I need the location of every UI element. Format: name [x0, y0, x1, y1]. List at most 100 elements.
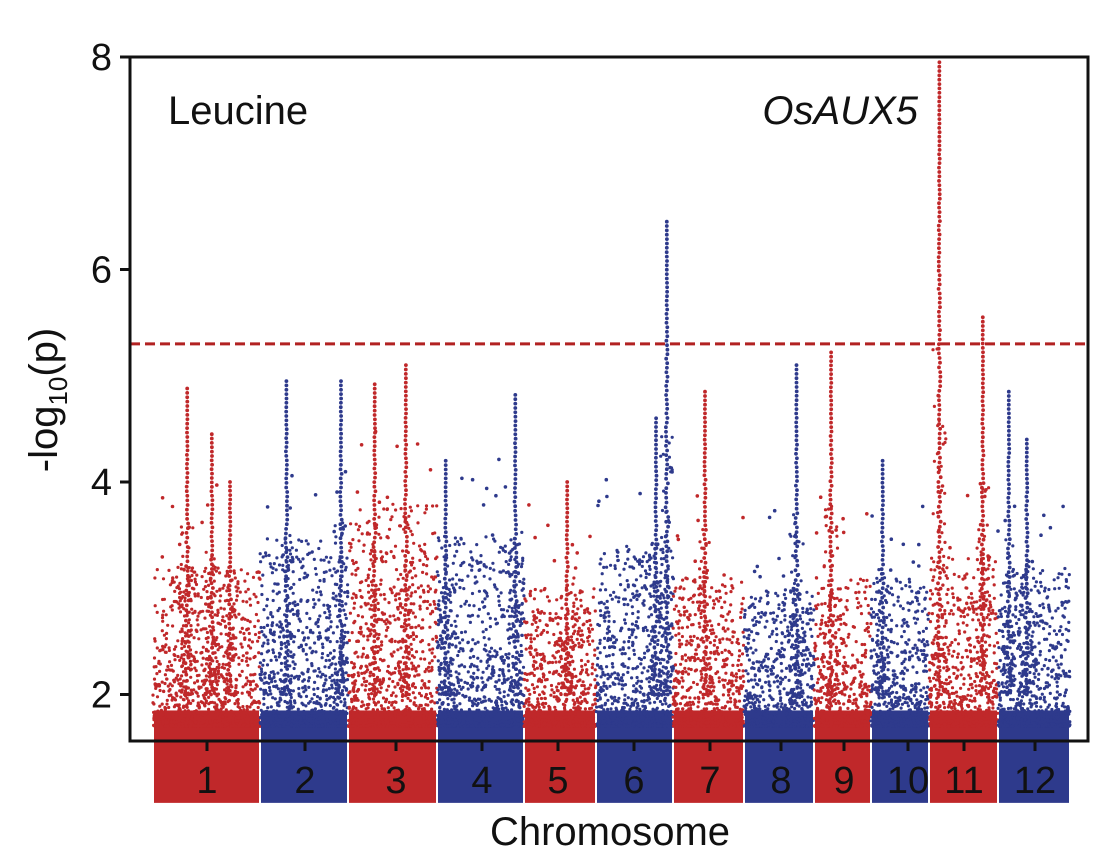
snp-point-chr3: [376, 712, 380, 717]
snp-point-chr3: [372, 498, 376, 503]
snp-point-chr3: [372, 408, 377, 413]
snp-point-chr1: [224, 624, 228, 628]
snp-point-chr5: [569, 591, 573, 595]
snp-point-chr5: [575, 612, 579, 616]
snp-point-chr3: [403, 367, 408, 372]
snp-point-chr3: [411, 664, 415, 668]
snp-point-chr2: [335, 640, 339, 644]
snp-point-chr1: [210, 485, 214, 489]
snp-point-chr3: [364, 664, 368, 668]
snp-point-chr4: [488, 625, 492, 629]
snp-point-chr1: [185, 512, 190, 517]
snp-point-chr4: [512, 722, 517, 726]
snp-point-chr4: [492, 568, 496, 572]
snp-point-chr2: [338, 655, 342, 660]
snp-point-chr4: [488, 566, 492, 571]
snp-point-chr2: [289, 710, 293, 714]
snp-point-chr2: [339, 458, 343, 463]
snp-point-chr1: [222, 619, 226, 623]
snp-point-chr1: [232, 602, 236, 606]
snp-point-chr4: [521, 587, 525, 591]
snp-point-chr5: [555, 598, 559, 602]
snp-point-chr1: [167, 646, 171, 650]
snp-point-chr1: [222, 583, 226, 588]
snp-point-chr3: [398, 639, 402, 643]
snp-point-chr2: [296, 677, 301, 681]
snp-point-chr4: [483, 699, 487, 703]
snp-point-chr5: [563, 708, 567, 712]
snp-point-chr4: [475, 665, 479, 669]
snp-point-chr5: [525, 698, 529, 702]
snp-point-chr1: [223, 680, 227, 684]
snp-point-chr1: [226, 654, 230, 659]
snp-point-chr4: [518, 624, 522, 628]
snp-point-chr3: [422, 590, 426, 594]
snp-point-chr1: [196, 694, 200, 698]
snp-point-chr1: [168, 682, 172, 686]
snp-point-chr3: [430, 651, 434, 655]
snp-point-chr4: [471, 724, 475, 728]
snp-point-chr5: [549, 693, 553, 697]
snp-point-chr2: [304, 652, 308, 656]
snp-point-chr1: [216, 716, 220, 720]
snp-point-chr3: [350, 572, 354, 576]
snp-point-chr2: [266, 706, 270, 710]
snp-point-chr1: [257, 631, 261, 635]
snp-point-chr1: [185, 408, 190, 413]
snp-point-chr1: [181, 637, 185, 641]
snp-point-chr2: [286, 577, 290, 581]
snp-point-chr2: [284, 645, 289, 649]
snp-point-chr4: [513, 495, 518, 499]
snp-point-chr3: [407, 514, 411, 518]
snp-point-chr3: [403, 438, 408, 443]
snp-point-chr1: [185, 549, 190, 554]
snp-point-chr1: [228, 626, 232, 630]
snp-point-chr4: [449, 623, 453, 628]
snp-point-chr3: [396, 607, 400, 611]
snp-point-chr2: [339, 485, 343, 490]
snp-point-chr1: [196, 711, 201, 715]
snp-point-chr1: [223, 696, 227, 700]
snp-point-chr4: [439, 615, 443, 620]
snp-point-chr4: [443, 494, 448, 498]
snp-point-chr4: [513, 393, 518, 397]
snp-point-chr4: [513, 477, 518, 481]
snp-point-chr1: [161, 721, 165, 725]
snp-point-chr1: [208, 578, 212, 582]
snp-point-chr2: [265, 650, 269, 654]
snp-point-chr3: [369, 628, 373, 632]
snp-point-chr1: [227, 506, 232, 511]
snp-point-chr5: [571, 609, 575, 614]
snp-point-chr4: [443, 489, 448, 494]
snp-point-chr4: [443, 673, 448, 678]
snp-point-chr3: [408, 505, 412, 509]
snp-point-chr3: [414, 669, 418, 673]
snp-point-chr2: [303, 571, 307, 575]
snp-point-chr4: [512, 589, 516, 594]
snp-point-chr3: [373, 605, 377, 609]
snp-point-chr3: [372, 413, 377, 417]
snp-point-chr1: [228, 560, 233, 564]
snp-point-chr4: [513, 574, 518, 579]
snp-point-chr5: [590, 627, 595, 631]
snp-point-chr2: [269, 692, 273, 696]
snp-point-chr1: [212, 579, 216, 583]
snp-point-chr3: [428, 713, 432, 717]
snp-point-chr2: [284, 454, 289, 458]
snp-point-chr3: [431, 637, 435, 641]
snp-point-chr4: [502, 695, 506, 699]
snp-point-chr1: [179, 656, 183, 660]
snp-point-chr3: [403, 433, 408, 438]
snp-point-chr3: [403, 554, 408, 558]
snp-point-chr1: [215, 703, 219, 707]
snp-point-chr2: [339, 440, 343, 445]
snp-point-chr2: [309, 628, 313, 632]
snp-point-chr2: [305, 599, 309, 604]
snp-point-chr3: [372, 439, 377, 444]
snp-point-chr1: [214, 638, 218, 642]
snp-point-chr3: [424, 692, 428, 697]
snp-point-chr5: [575, 697, 579, 701]
snp-point-chr2: [329, 620, 333, 624]
snp-point-chr1: [187, 699, 191, 703]
snp-point-chr1: [218, 719, 222, 723]
